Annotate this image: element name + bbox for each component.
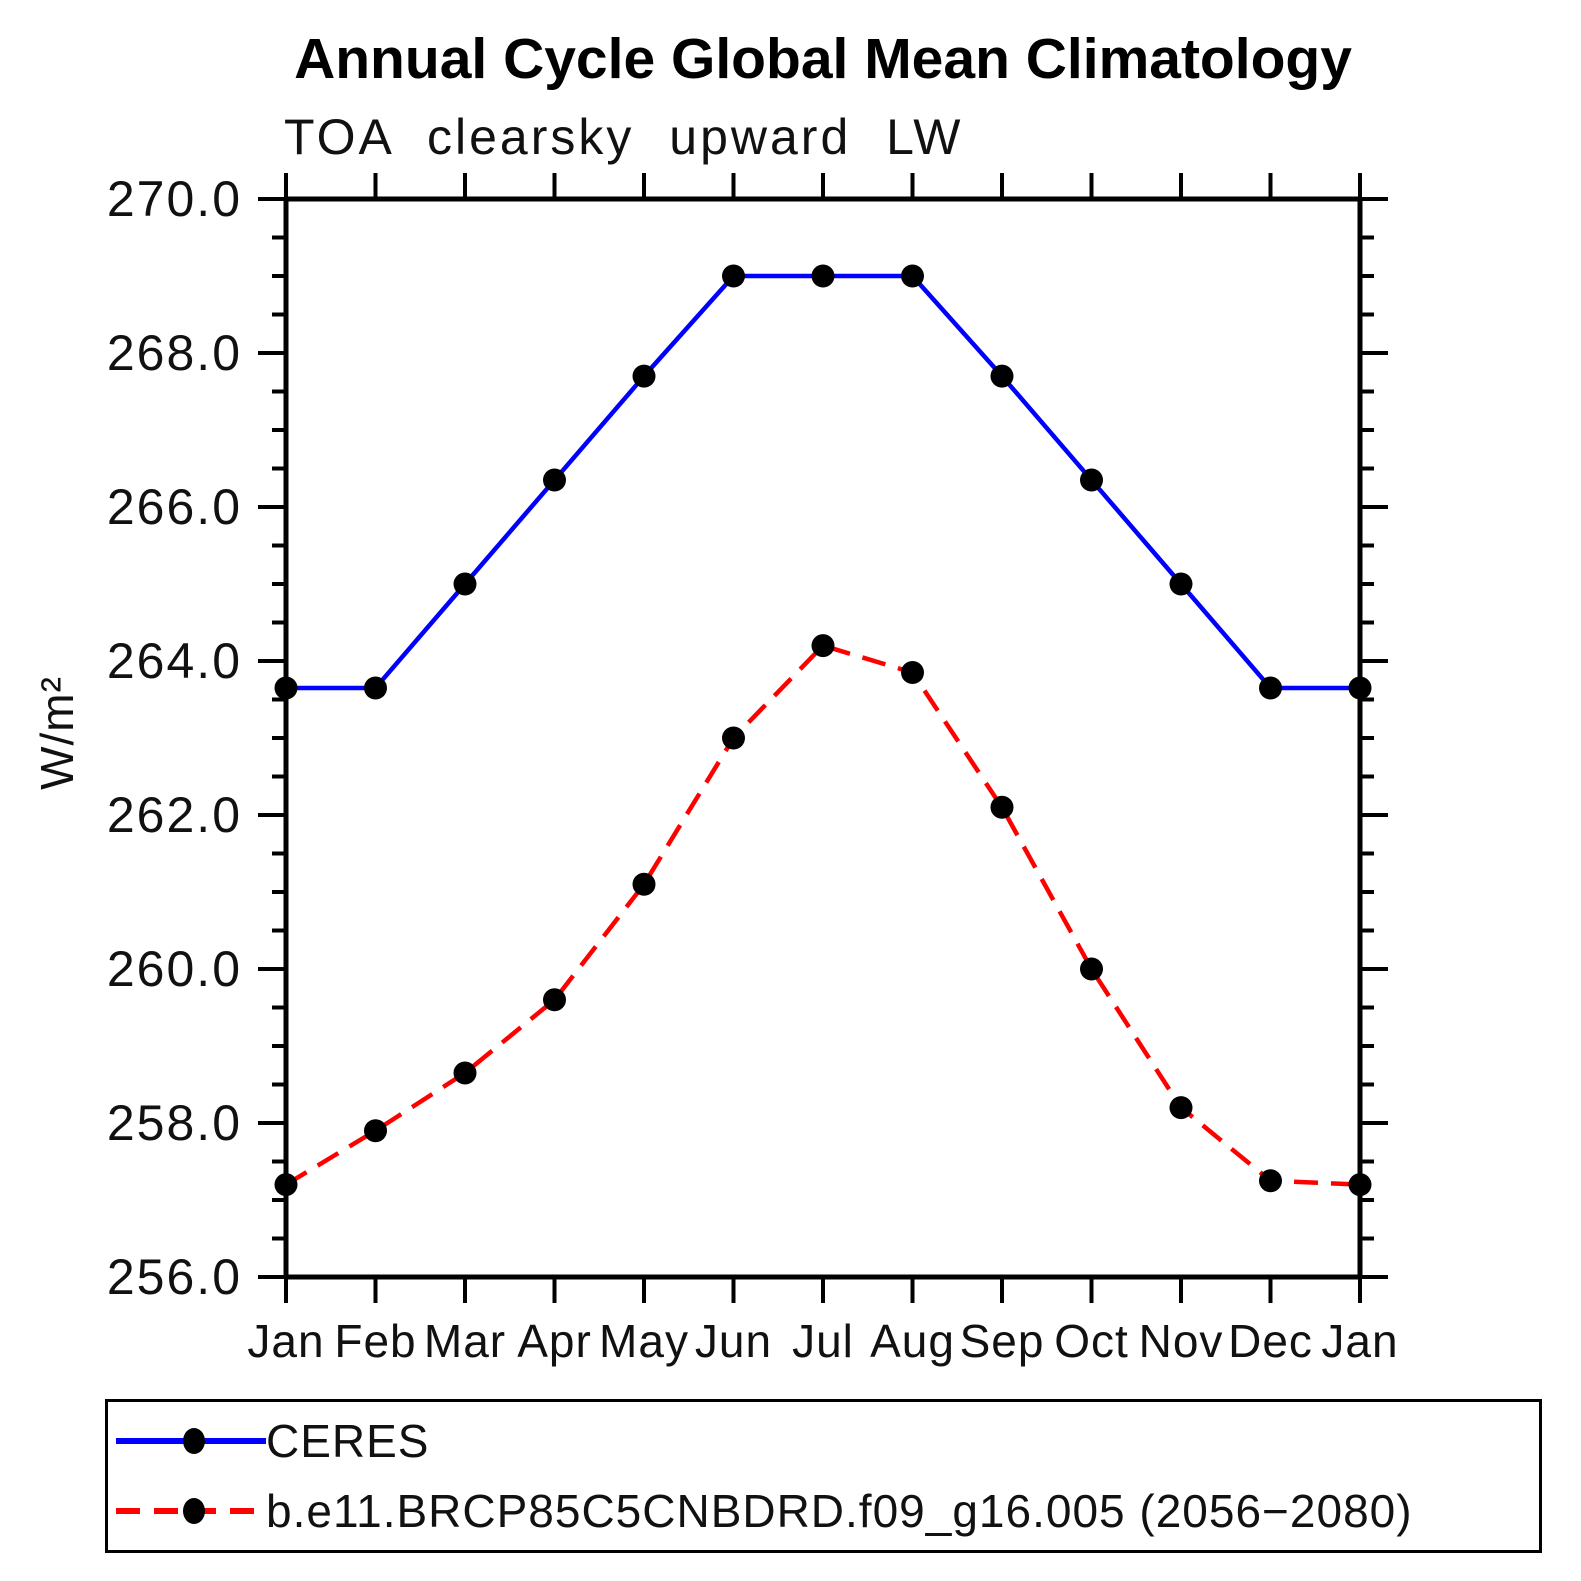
data-point-ceres (990, 364, 1014, 388)
x-tick-label: Sep (960, 1315, 1045, 1367)
data-point-model (632, 872, 656, 896)
y-tick-label: 264.0 (107, 633, 242, 689)
series-line-model (284, 643, 1361, 1187)
data-point-ceres (543, 468, 566, 492)
x-tick-label: Dec (1228, 1315, 1313, 1367)
data-point-model (901, 661, 924, 685)
legend-box: CERES b.e11.BRCP85C5CNBDRD.f09_g16.005 (… (105, 1399, 1542, 1553)
y-tick-label: 258.0 (107, 1095, 242, 1151)
y-tick-label: 262.0 (107, 787, 242, 843)
data-point-model (990, 795, 1014, 819)
data-point-model (1080, 957, 1103, 981)
x-tick-label: Nov (1139, 1315, 1224, 1367)
data-point-ceres (364, 676, 387, 700)
x-tick-label: Jul (792, 1315, 854, 1367)
data-point-ceres (722, 264, 745, 288)
y-tick-label: 270.0 (107, 171, 242, 227)
x-tick-label: Mar (424, 1315, 506, 1367)
legend-sample-dashed-line (116, 1497, 266, 1524)
chart-title: Annual Cycle Global Mean Climatology (294, 27, 1352, 91)
data-point-model (722, 726, 745, 750)
data-point-ceres (1080, 468, 1103, 492)
x-tick-label: Feb (334, 1315, 416, 1367)
data-point-model (543, 988, 566, 1012)
legend-marker-dot (183, 1428, 205, 1455)
data-point-ceres (1169, 572, 1193, 596)
data-point-ceres (901, 264, 924, 288)
legend-label-model: b.e11.BRCP85C5CNBDRD.f09_g16.005 (2056−2… (266, 1484, 1413, 1537)
data-point-model (453, 1061, 477, 1085)
data-point-model (1169, 1096, 1193, 1120)
chart-subtitle: TOA clearsky upward LW (284, 109, 964, 165)
legend-sample-solid-line (116, 1428, 266, 1455)
legend-label-ceres: CERES (266, 1415, 430, 1468)
data-point-ceres (1348, 676, 1372, 700)
y-tick-label: 268.0 (107, 325, 242, 381)
data-point-ceres (453, 572, 477, 596)
data-point-model (811, 634, 835, 658)
y-tick-label: 256.0 (107, 1249, 242, 1305)
legend-marker-dot (183, 1497, 205, 1524)
data-point-model (1259, 1169, 1282, 1193)
data-point-ceres (1259, 676, 1282, 700)
x-tick-label: May (599, 1315, 689, 1367)
data-point-ceres (274, 676, 298, 700)
legend-row-model: b.e11.BRCP85C5CNBDRD.f09_g16.005 (2056−2… (108, 1481, 1539, 1541)
series-line-ceres (286, 273, 1360, 691)
y-tick-label: 260.0 (107, 941, 242, 997)
data-point-model (1348, 1173, 1372, 1197)
x-tick-label: Jun (695, 1315, 772, 1367)
x-tick-label: Jan (247, 1315, 324, 1367)
x-tick-label: Oct (1054, 1315, 1129, 1367)
x-tick-label: Apr (517, 1315, 592, 1367)
data-point-ceres (632, 364, 656, 388)
data-point-ceres (811, 264, 835, 288)
data-point-model (364, 1119, 387, 1143)
data-point-model (274, 1173, 298, 1197)
x-tick-label: Jan (1321, 1315, 1398, 1367)
x-tick-label: Aug (870, 1315, 955, 1367)
legend-row-ceres: CERES (108, 1411, 1539, 1471)
y-tick-label: 266.0 (107, 479, 242, 535)
